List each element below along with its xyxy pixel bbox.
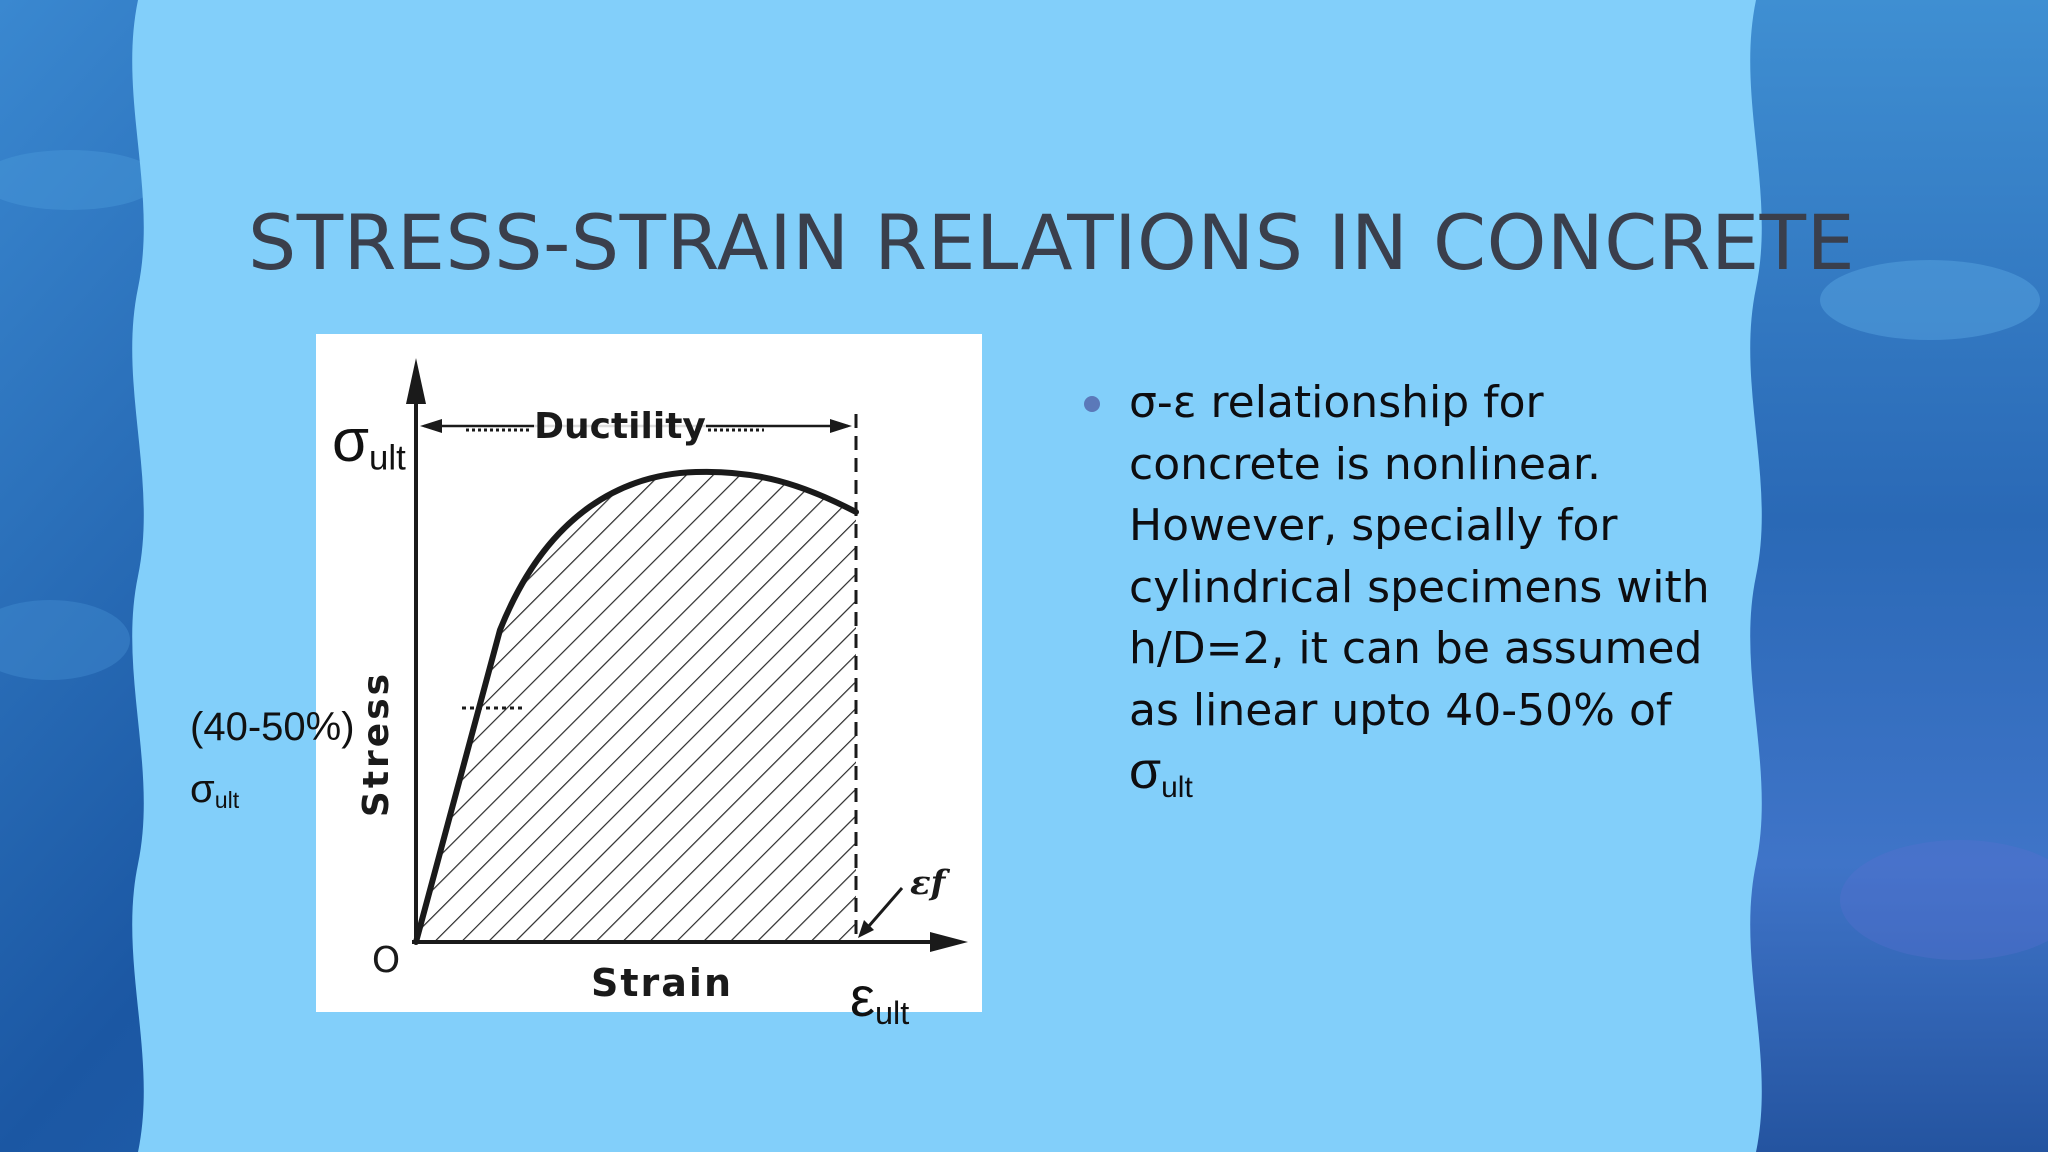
bullet-line: cylindrical specimens with (1129, 561, 1710, 613)
stress-strain-curve (413, 468, 859, 945)
stress-strain-diagram: Ductility Stress Strain O εf (356, 358, 968, 1005)
ductility-right-arrow-icon (830, 419, 852, 433)
x-axis-label: Strain (591, 961, 733, 1005)
ductility-left-arrow-icon (420, 419, 442, 433)
failure-strain-arrow-icon (858, 920, 874, 938)
failure-strain-label: εf (910, 863, 951, 903)
y-axis-label: Stress (356, 671, 397, 817)
bullet-line: concrete is nonlinear. (1129, 438, 1601, 490)
bullet-dot-icon (1084, 396, 1100, 412)
origin-label: O (372, 940, 400, 981)
linear-limit-label: (40-50%) σult (190, 696, 355, 831)
bullet-line: σ-ε relationship for (1129, 377, 1544, 428)
sigma-ult-label: σult (332, 407, 406, 478)
bullet-line: as linear upto 40-50% of (1129, 684, 1672, 736)
linear-limit-percent: (40-50%) (190, 705, 355, 749)
epsilon-ult-label: εult (850, 965, 910, 1032)
ductility-label: Ductility (534, 406, 706, 447)
hatched-area (416, 471, 856, 942)
y-axis-arrow-icon (406, 358, 426, 404)
bullet-text: σ-ε relationship for concrete is nonline… (1129, 372, 1710, 819)
bullet-line: h/D=2, it can be assumed (1129, 623, 1703, 674)
x-axis-arrow-icon (930, 932, 968, 952)
slide-title: STRESS-STRAIN RELATIONS IN CONCRETE (248, 198, 1856, 287)
bullet-sigma-ult: σult (1129, 742, 1193, 804)
linear-limit-sigma: σult (190, 767, 240, 813)
stress-strain-figure: Ductility Stress Strain O εf (316, 334, 982, 1012)
bullet-line: However, specially for (1129, 500, 1618, 551)
